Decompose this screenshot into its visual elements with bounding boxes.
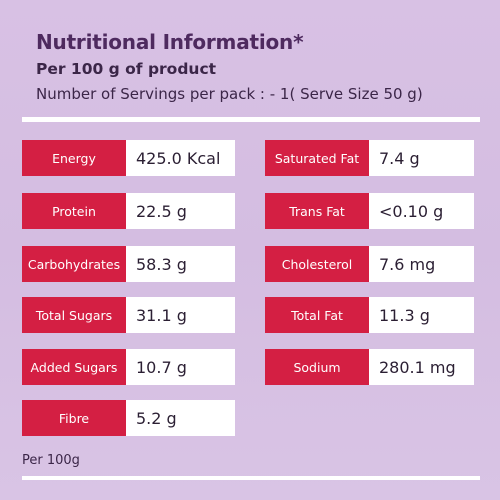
page-title: Nutritional Information* (36, 30, 304, 54)
nutrient-value: 58.3 g (136, 254, 187, 274)
nutrient-row-protein: Protein 22.5 g (22, 193, 235, 229)
servings-info: Number of Servings per pack : - 1( Serve… (36, 85, 423, 103)
header-divider (22, 117, 480, 122)
nutrient-value: 280.1 mg (379, 357, 456, 377)
nutrient-value: 31.1 g (136, 305, 187, 325)
nutrient-value: <0.10 g (379, 201, 444, 221)
nutrient-value: 5.2 g (136, 408, 177, 428)
nutrient-row-added-sugars: Added Sugars 10.7 g (22, 349, 235, 385)
nutrient-label: Sodium (265, 349, 369, 385)
footer-note: Per 100g (22, 453, 80, 468)
nutrient-value: 22.5 g (136, 201, 187, 221)
nutrient-label: Protein (22, 193, 126, 229)
nutrient-value: 10.7 g (136, 357, 187, 377)
nutrient-value: 425.0 Kcal (136, 148, 221, 168)
nutrient-row-energy: Energy 425.0 Kcal (22, 140, 235, 176)
nutrient-row-total-fat: Total Fat 11.3 g (265, 297, 474, 333)
footer-divider (22, 476, 480, 480)
page-subtitle: Per 100 g of product (36, 60, 217, 78)
nutrient-label: Total Fat (265, 297, 369, 333)
nutrient-label: Energy (22, 140, 126, 176)
nutrient-row-saturated-fat: Saturated Fat 7.4 g (265, 140, 474, 176)
nutrient-label: Saturated Fat (265, 140, 369, 176)
nutrient-label: Carbohydrates (22, 246, 126, 282)
nutrient-label: Total Sugars (22, 297, 126, 333)
nutrient-row-fibre: Fibre 5.2 g (22, 400, 235, 436)
nutrient-label: Fibre (22, 400, 126, 436)
nutrient-value: 7.6 mg (379, 254, 436, 274)
nutrient-row-carbohydrates: Carbohydrates 58.3 g (22, 246, 235, 282)
nutrient-row-trans-fat: Trans Fat <0.10 g (265, 193, 474, 229)
nutrient-label: Added Sugars (22, 349, 126, 385)
nutrient-row-total-sugars: Total Sugars 31.1 g (22, 297, 235, 333)
nutrient-value: 11.3 g (379, 305, 430, 325)
nutrient-row-sodium: Sodium 280.1 mg (265, 349, 474, 385)
nutrient-label: Trans Fat (265, 193, 369, 229)
nutrient-label: Cholesterol (265, 246, 369, 282)
nutrient-row-cholesterol: Cholesterol 7.6 mg (265, 246, 474, 282)
nutrient-value: 7.4 g (379, 148, 420, 168)
